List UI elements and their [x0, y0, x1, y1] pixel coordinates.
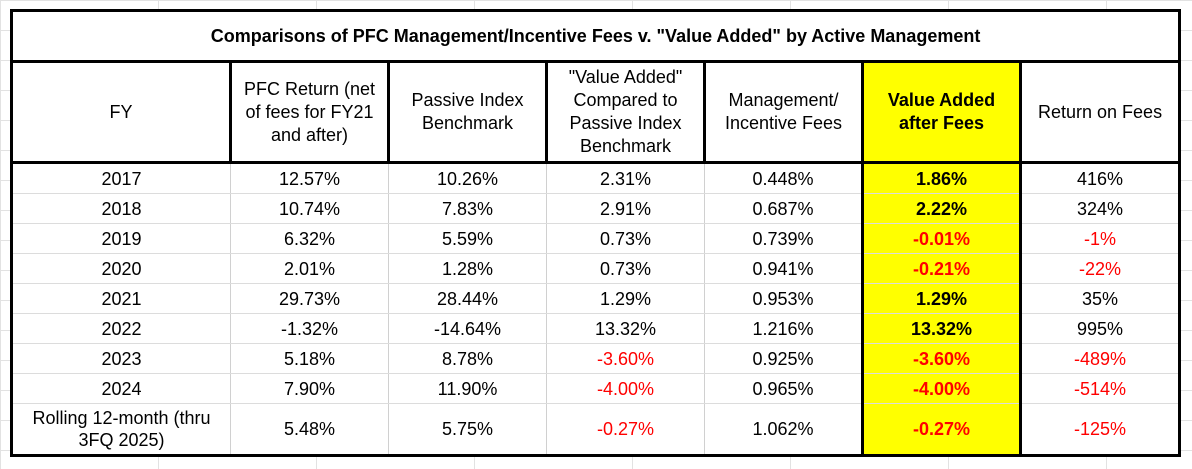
cell-value-added[interactable]: 13.32%	[546, 313, 705, 344]
table-row: 2017 12.57% 10.26% 2.31% 0.448% 1.86% 416%	[11, 162, 1181, 194]
cell-value-added[interactable]: -4.00%	[546, 373, 705, 404]
cell-pfc-return[interactable]: 7.90%	[230, 373, 389, 404]
cell-fy[interactable]: 2020	[11, 253, 231, 284]
cell-return-on-fees[interactable]: 995%	[1019, 313, 1181, 344]
table-row: 2018 10.74% 7.83% 2.91% 0.687% 2.22% 324%	[11, 193, 1181, 224]
cell-value-added-after-fees[interactable]: -0.01%	[861, 223, 1022, 254]
cell-fy[interactable]: 2019	[11, 223, 231, 254]
cell-value-added-after-fees[interactable]: -3.60%	[861, 343, 1022, 374]
cell-management-incentive-fees[interactable]: 0.925%	[704, 343, 863, 374]
table-row: 2022 -1.32% -14.64% 13.32% 1.216% 13.32% 995%	[11, 313, 1181, 344]
cell-passive-index-benchmark[interactable]: 10.26%	[388, 162, 547, 194]
cell-pfc-return[interactable]: 2.01%	[230, 253, 389, 284]
cell-passive-index-benchmark[interactable]: -14.64%	[388, 313, 547, 344]
cell-pfc-return[interactable]: 5.48%	[230, 403, 389, 456]
cell-value-added[interactable]: 0.73%	[546, 253, 705, 284]
table-row: 2019 6.32% 5.59% 0.73% 0.739% -0.01% -1%	[11, 223, 1181, 254]
cell-management-incentive-fees[interactable]: 0.965%	[704, 373, 863, 404]
cell-passive-index-benchmark[interactable]: 5.59%	[388, 223, 547, 254]
cell-return-on-fees[interactable]: 35%	[1019, 283, 1181, 314]
cell-pfc-return[interactable]: 12.57%	[230, 162, 389, 194]
cell-fy[interactable]: 2018	[11, 193, 231, 224]
header-management-incentive-fees[interactable]: Management/ Incentive Fees	[703, 61, 864, 164]
cell-passive-index-benchmark[interactable]: 28.44%	[388, 283, 547, 314]
cell-return-on-fees[interactable]: 324%	[1019, 193, 1181, 224]
table-row: 2021 29.73% 28.44% 1.29% 0.953% 1.29% 35%	[11, 283, 1181, 314]
cell-value-added-after-fees[interactable]: 1.29%	[861, 283, 1022, 314]
cell-value-added[interactable]: 2.91%	[546, 193, 705, 224]
cell-return-on-fees[interactable]: -489%	[1019, 343, 1181, 374]
cell-value-added[interactable]: 2.31%	[546, 162, 705, 194]
cell-management-incentive-fees[interactable]: 0.739%	[704, 223, 863, 254]
cell-fy[interactable]: Rolling 12-month (thru 3FQ 2025)	[11, 403, 231, 456]
cell-fy[interactable]: 2017	[11, 162, 231, 194]
header-pfc-return[interactable]: PFC Return (net of fees for FY21 and aft…	[229, 61, 390, 164]
header-fy[interactable]: FY	[10, 61, 232, 164]
cell-value-added[interactable]: 1.29%	[546, 283, 705, 314]
cell-pfc-return[interactable]: 5.18%	[230, 343, 389, 374]
cell-pfc-return[interactable]: 10.74%	[230, 193, 389, 224]
cell-management-incentive-fees[interactable]: 0.953%	[704, 283, 863, 314]
table-row: 2023 5.18% 8.78% -3.60% 0.925% -3.60% -489%	[11, 343, 1181, 374]
cell-passive-index-benchmark[interactable]: 5.75%	[388, 403, 547, 456]
cell-passive-index-benchmark[interactable]: 7.83%	[388, 193, 547, 224]
cell-return-on-fees[interactable]: -514%	[1019, 373, 1181, 404]
header-value-added-after-fees[interactable]: Value Added after Fees	[861, 61, 1022, 164]
cell-management-incentive-fees[interactable]: 0.687%	[704, 193, 863, 224]
cell-management-incentive-fees[interactable]: 1.216%	[704, 313, 863, 344]
cell-value-added-after-fees[interactable]: 1.86%	[861, 162, 1022, 194]
cell-passive-index-benchmark[interactable]: 8.78%	[388, 343, 547, 374]
cell-return-on-fees[interactable]: 416%	[1019, 162, 1181, 194]
header-passive-index-benchmark[interactable]: Passive Index Benchmark	[387, 61, 548, 164]
cell-return-on-fees[interactable]: -125%	[1019, 403, 1181, 456]
cell-value-added-after-fees[interactable]: 13.32%	[861, 313, 1022, 344]
cell-value-added-after-fees[interactable]: -0.21%	[861, 253, 1022, 284]
cell-fy[interactable]: 2021	[11, 283, 231, 314]
cell-fy[interactable]: 2023	[11, 343, 231, 374]
cell-passive-index-benchmark[interactable]: 1.28%	[388, 253, 547, 284]
header-value-added[interactable]: "Value Added" Compared to Passive Index …	[545, 61, 706, 164]
cell-management-incentive-fees[interactable]: 1.062%	[704, 403, 863, 456]
cell-return-on-fees[interactable]: -1%	[1019, 223, 1181, 254]
cell-value-added[interactable]: -3.60%	[546, 343, 705, 374]
cell-fy[interactable]: 2022	[11, 313, 231, 344]
cell-pfc-return[interactable]: 29.73%	[230, 283, 389, 314]
fees-comparison-table: Comparisons of PFC Management/Incentive …	[10, 9, 1182, 457]
header-return-on-fees[interactable]: Return on Fees	[1018, 61, 1182, 164]
cell-value-added[interactable]: -0.27%	[546, 403, 705, 456]
cell-management-incentive-fees[interactable]: 0.941%	[704, 253, 863, 284]
cell-value-added-after-fees[interactable]: -0.27%	[861, 403, 1022, 456]
table-row: Rolling 12-month (thru 3FQ 2025) 5.48% 5.7…	[11, 403, 1181, 456]
cell-return-on-fees[interactable]: -22%	[1019, 253, 1181, 284]
table-row: 2024 7.90% 11.90% -4.00% 0.965% -4.00% -514%	[11, 373, 1181, 404]
cell-pfc-return[interactable]: -1.32%	[230, 313, 389, 344]
cell-fy[interactable]: 2024	[11, 373, 231, 404]
cell-value-added-after-fees[interactable]: 2.22%	[861, 193, 1022, 224]
cell-value-added[interactable]: 0.73%	[546, 223, 705, 254]
cell-pfc-return[interactable]: 6.32%	[230, 223, 389, 254]
table-title[interactable]: Comparisons of PFC Management/Incentive …	[10, 10, 1181, 63]
cell-value-added-after-fees[interactable]: -4.00%	[861, 373, 1022, 404]
table-row: 2020 2.01% 1.28% 0.73% 0.941% -0.21% -22%	[11, 253, 1181, 284]
cell-passive-index-benchmark[interactable]: 11.90%	[388, 373, 547, 404]
cell-management-incentive-fees[interactable]: 0.448%	[704, 162, 863, 194]
header-row: FY PFC Return (net of fees for FY21 and …	[10, 61, 1182, 164]
